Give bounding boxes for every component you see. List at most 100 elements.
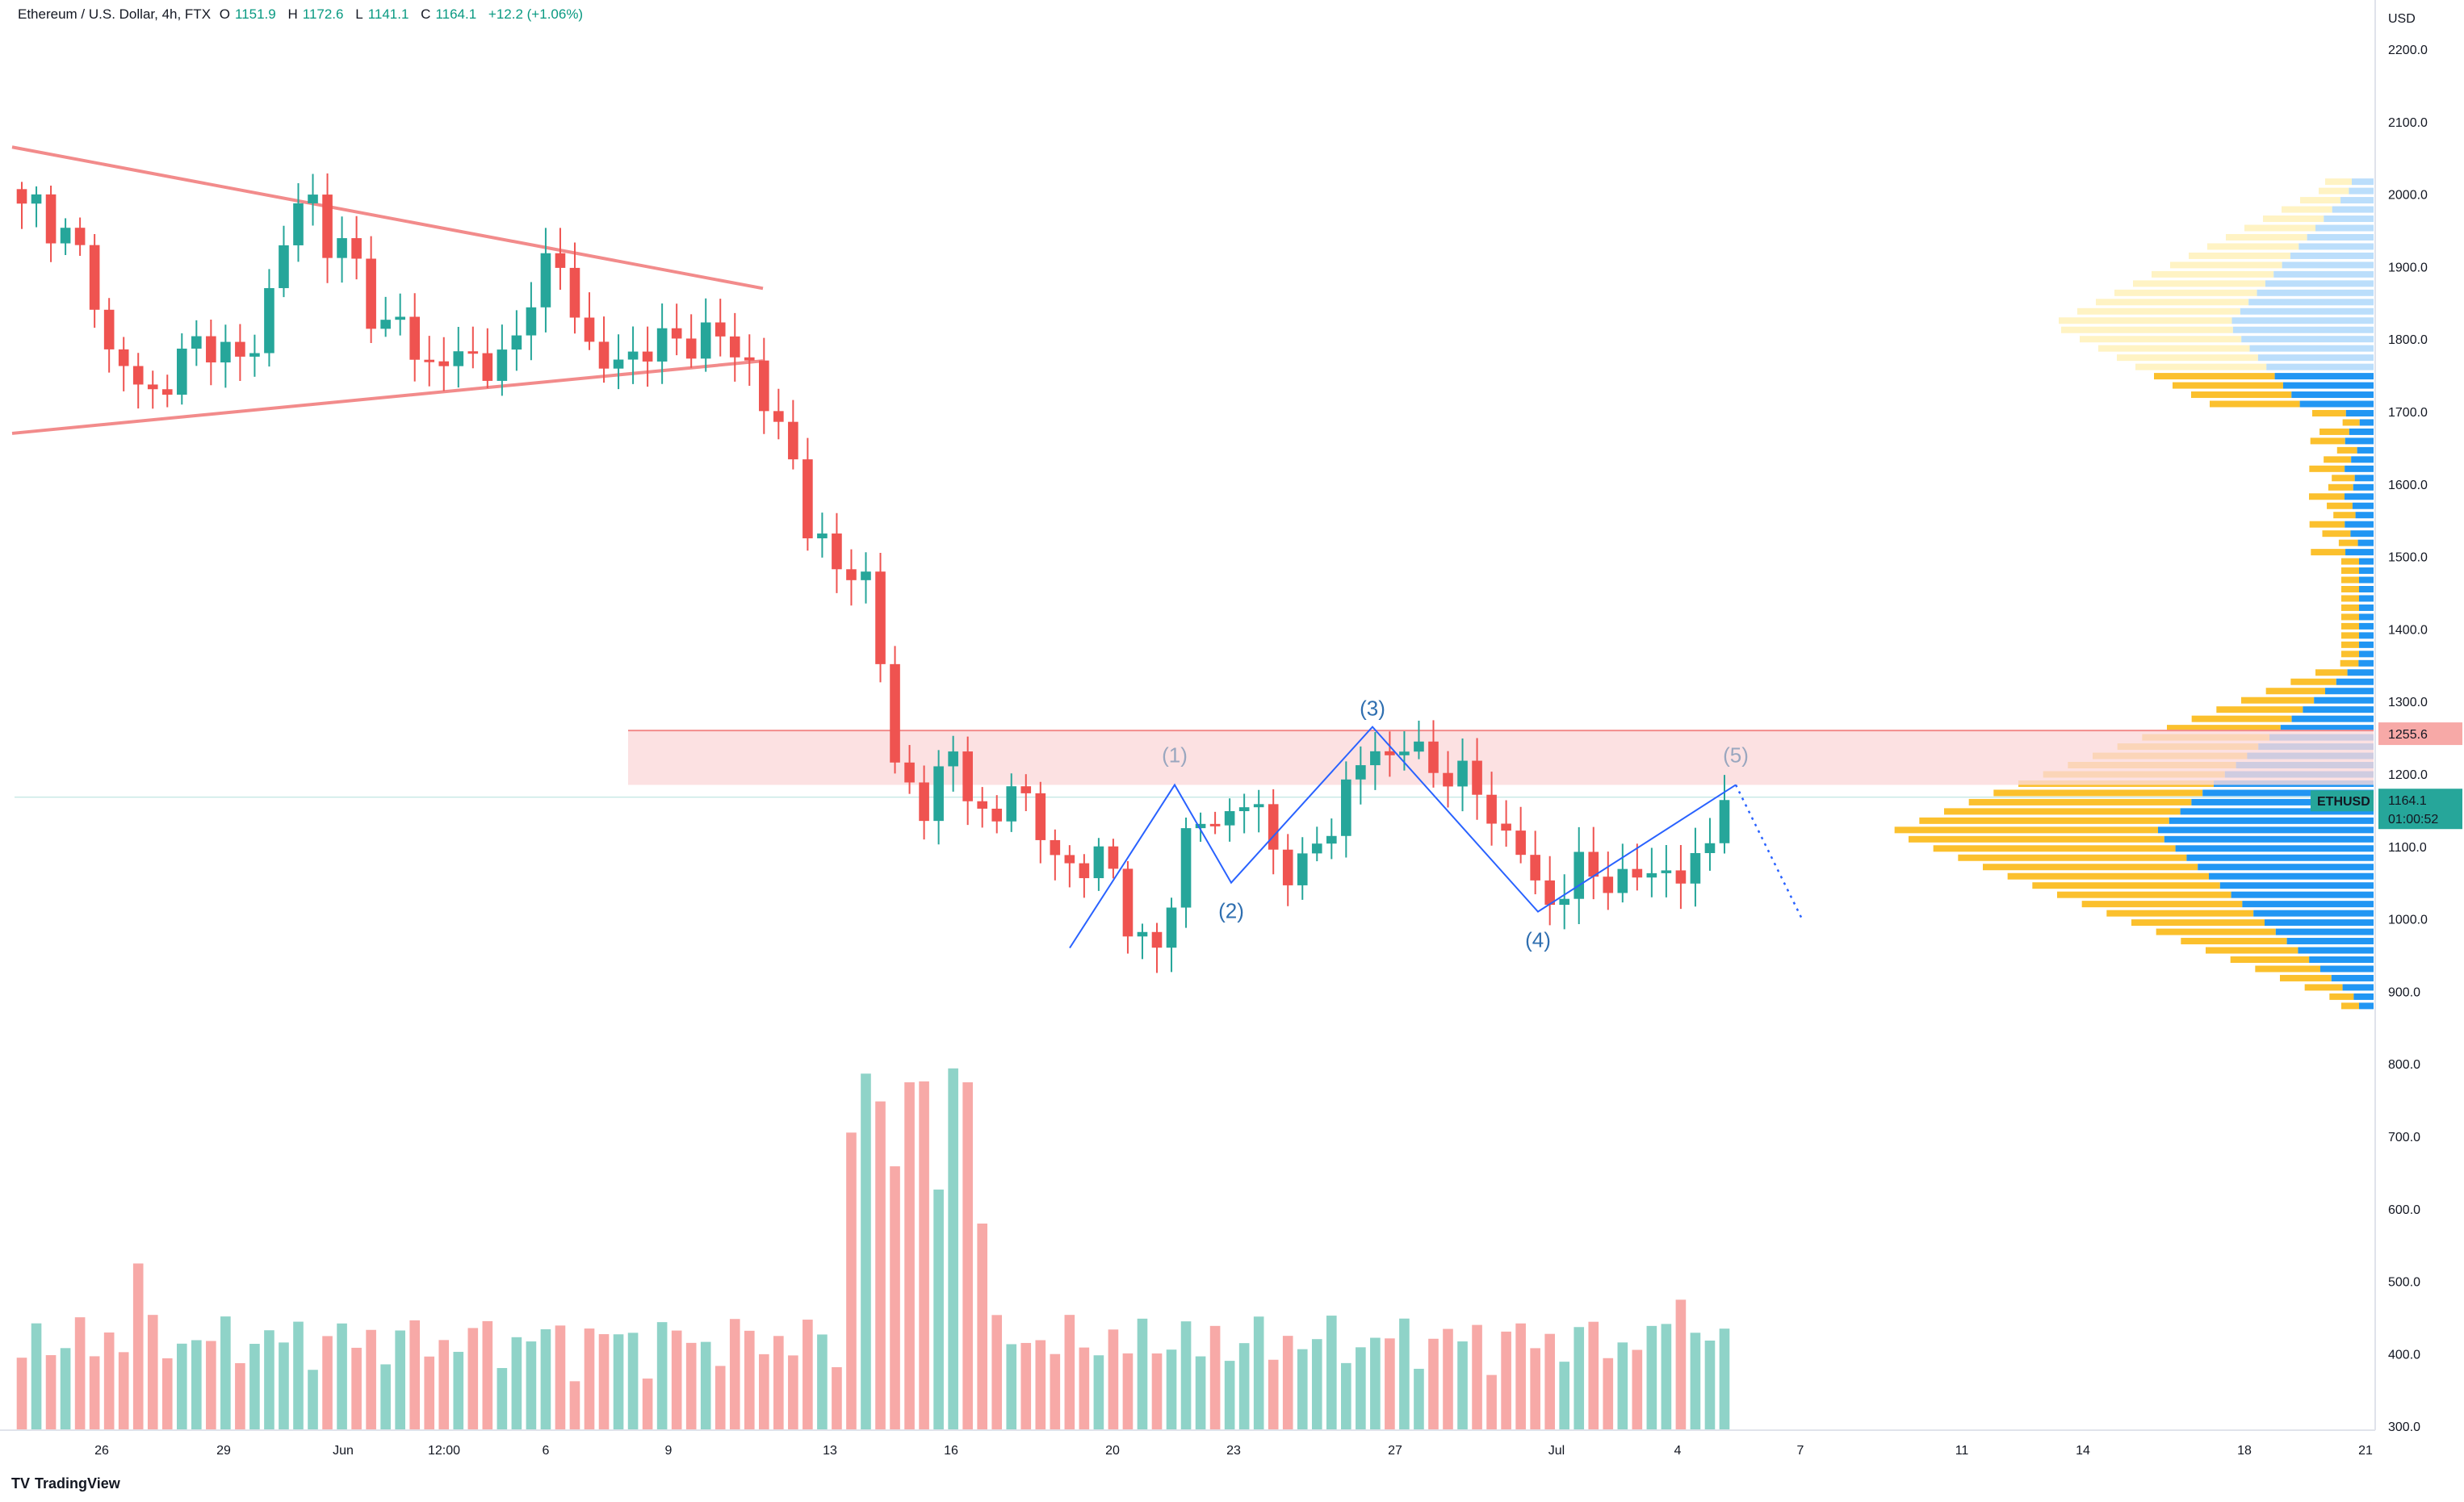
candle-body (832, 533, 842, 570)
candle-body (16, 189, 27, 204)
volume-profile-row (2309, 493, 2345, 500)
volume-bar (1603, 1358, 1614, 1430)
volume-profile-row (2265, 280, 2374, 287)
volume-bar (846, 1132, 857, 1430)
candle-body (1064, 855, 1075, 864)
volume-profile-row (2345, 465, 2374, 472)
volume-profile-row (2341, 1002, 2359, 1010)
candle-body (103, 309, 115, 349)
wave-label: (4) (1525, 928, 1551, 952)
candle-body (45, 194, 57, 244)
volume-bar (948, 1068, 958, 1430)
tradingview-logo[interactable]: TV TradingView (11, 1475, 120, 1492)
volume-profile-row (2156, 928, 2276, 935)
volume-bar (1370, 1337, 1381, 1430)
volume-profile-row (2106, 910, 2254, 917)
x-tick-label: 18 (2237, 1444, 2252, 1458)
volume-bar (1006, 1344, 1017, 1430)
x-tick-label: 11 (1955, 1444, 1969, 1458)
candle-body (293, 203, 304, 245)
candle-body (1646, 872, 1657, 878)
volume-bar (919, 1081, 929, 1430)
volume-profile-row (2319, 428, 2349, 435)
candle-body (31, 194, 42, 204)
volume-bar (1050, 1353, 1061, 1430)
x-tick-label: 4 (1674, 1444, 1682, 1458)
change-value: +12.2 (+1.06%) (488, 6, 584, 22)
volume-bar (540, 1328, 551, 1430)
volume-bar (308, 1370, 318, 1430)
y-tick-label: 2100.0 (2388, 116, 2428, 130)
candle-body (1209, 823, 1221, 826)
volume-profile-row (2315, 224, 2374, 232)
candle-body (1559, 898, 1570, 906)
volume-profile-row (2181, 938, 2287, 945)
candle-body (1297, 853, 1308, 885)
candle-body (773, 411, 784, 422)
volume-bar (759, 1353, 769, 1430)
volume-bar (1704, 1340, 1716, 1430)
candle-body (1326, 835, 1337, 844)
volume-profile-row (2342, 419, 2360, 426)
candle-body (919, 782, 929, 822)
volume-profile-row (2210, 400, 2300, 408)
volume-bar (1079, 1347, 1090, 1430)
volume-profile-row (2307, 233, 2374, 241)
candle-body (1428, 741, 1439, 773)
volume-bar (1137, 1318, 1148, 1430)
volume-bar (1661, 1324, 1672, 1430)
candle-body (817, 533, 828, 538)
volume-profile-row (2173, 382, 2283, 389)
volume-profile-row (2191, 798, 2374, 805)
volume-profile-row (2359, 586, 2374, 593)
volume-profile-row (2353, 993, 2374, 1000)
candle-body (948, 751, 958, 767)
resistance-zone (15, 730, 2374, 798)
volume-profile-row (2309, 465, 2345, 472)
volume-profile-row (2114, 289, 2257, 296)
volume-bar (1501, 1331, 1511, 1430)
volume-bar (569, 1381, 580, 1430)
volume-profile-row (2255, 965, 2320, 973)
volume-profile-row (2191, 391, 2292, 399)
volume-profile-row (2319, 187, 2349, 195)
x-tick-label: 6 (543, 1444, 550, 1458)
volume-bar (279, 1342, 289, 1430)
volume-bar (1253, 1316, 1264, 1430)
volume-bar (744, 1330, 755, 1430)
volume-bar (206, 1341, 216, 1430)
axes: USD 2200.0 2100.0 2000.0 1900.0 1800.0 1700.0 1… (0, 0, 2428, 1458)
volume-profile-row (2263, 215, 2324, 223)
candle-body (1137, 931, 1148, 937)
candle-body (627, 351, 639, 360)
candle-body (846, 569, 857, 580)
candle-body (700, 322, 711, 359)
volume-bar (366, 1329, 376, 1430)
y-tick-label: 800.0 (2388, 1058, 2420, 1072)
volume-bar (1166, 1349, 1177, 1430)
volume-profile-row (2248, 299, 2374, 306)
candle-body (60, 228, 71, 244)
volume-bar (627, 1333, 639, 1430)
volume-profile-row (2311, 409, 2346, 416)
candle-body (802, 459, 813, 538)
symbol-tag-label: ETHUSD (2317, 795, 2370, 809)
y-tick-label: 600.0 (2388, 1203, 2420, 1217)
y-tick-label: 2200.0 (2388, 44, 2428, 57)
volume-profile-row (2340, 197, 2374, 204)
volume-bar (1268, 1359, 1279, 1430)
volume-bar (773, 1336, 784, 1430)
candle-body (1122, 868, 1134, 937)
volume-profile-row (2226, 233, 2307, 241)
candle-body (1370, 751, 1381, 766)
open-value: 1151.9 (235, 6, 276, 22)
volume-profile-row (2358, 659, 2374, 667)
volume-profile-row (2347, 669, 2374, 676)
y-tick-label: 700.0 (2388, 1131, 2420, 1144)
candle-body (1268, 804, 1279, 850)
candle-body (424, 359, 435, 362)
volume-profile-row (2342, 984, 2374, 991)
volume-bar (249, 1344, 260, 1430)
volume-profile-row (2298, 243, 2374, 250)
volume-bar (1414, 1368, 1424, 1430)
